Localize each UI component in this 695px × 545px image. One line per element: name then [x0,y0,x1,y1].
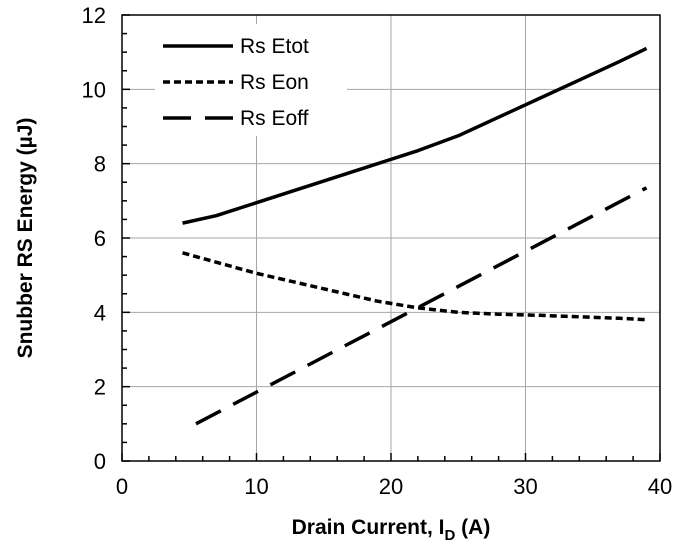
axis-ticks [121,14,661,462]
x-axis-title: Drain Current, ID (A) [292,516,491,544]
grid [122,15,660,461]
x-tick-label: 30 [513,474,537,499]
y-tick-label: 12 [82,3,106,28]
x-tick-label: 10 [244,474,268,499]
series-line-rs-etot [182,46,648,225]
series-line-rs-eoff [195,186,648,426]
x-axis-title-sub: D [445,527,456,544]
tick-labels: 0 10 20 30 40 0 2 4 6 8 10 12 [82,3,673,499]
x-axis-title-main: Drain Current, I [292,516,445,539]
legend: Rs Etot Rs Eon Rs Eoff [155,24,347,136]
y-tick-label: 6 [94,226,106,251]
x-tick-label: 0 [116,474,128,499]
x-tick-label: 40 [648,474,672,499]
y-tick-label: 4 [94,300,106,325]
x-tick-label: 20 [379,474,403,499]
series-group [182,46,648,426]
y-axis-title: Snubber RS Energy (µJ) [14,118,37,359]
legend-label-rs-eon: Rs Eon [240,71,309,94]
x-axis-title-unit: (A) [455,516,490,539]
y-tick-label: 2 [94,375,106,400]
y-tick-label: 10 [82,77,106,102]
series-line-rs-eon [182,251,647,322]
legend-label-rs-eoff: Rs Eoff [240,107,309,130]
y-tick-label: 8 [94,152,106,177]
legend-label-rs-etot: Rs Etot [240,35,309,58]
y-tick-label: 0 [94,449,106,474]
